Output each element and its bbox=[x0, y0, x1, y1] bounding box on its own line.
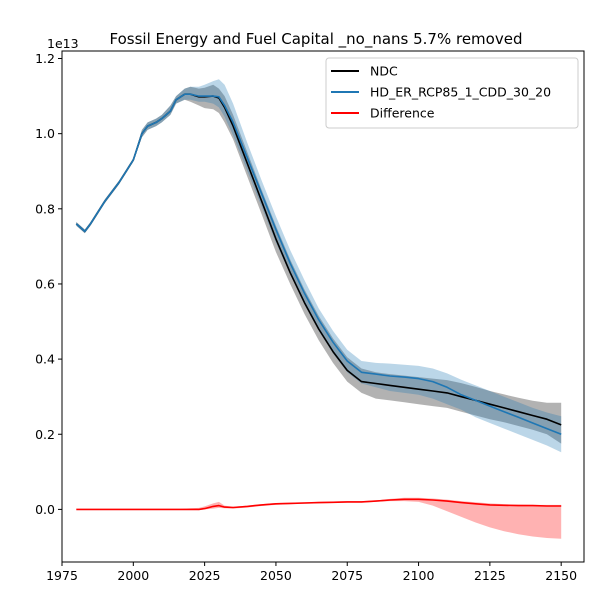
legend: NDC HD_ER_RCP85_1_CDD_30_20 Difference bbox=[325, 57, 579, 129]
y-tick-label: 0.4 bbox=[35, 352, 55, 367]
x-axis: 1975 2000 2025 2050 2075 2100 2125 2150 bbox=[46, 562, 577, 583]
x-tick-label: 2150 bbox=[545, 568, 577, 583]
legend-label: Difference bbox=[370, 106, 435, 121]
x-tick-label: 2025 bbox=[189, 568, 221, 583]
line-difference bbox=[76, 498, 562, 511]
x-tick-label: 2050 bbox=[260, 568, 292, 583]
y-tick-label: 0.6 bbox=[35, 276, 55, 291]
y-tick-label: 0.8 bbox=[35, 201, 55, 216]
y-tick-label: 1.0 bbox=[35, 126, 55, 141]
series-lines bbox=[75, 93, 562, 511]
legend-box bbox=[325, 57, 579, 129]
x-tick-label: 2125 bbox=[474, 568, 506, 583]
band-ndc bbox=[76, 84, 562, 444]
y-offset-text: 1e13 bbox=[47, 36, 79, 51]
y-tick-label: 0.0 bbox=[35, 502, 55, 517]
chart-title: Fossil Energy and Fuel Capital _no_nans … bbox=[110, 30, 523, 49]
legend-label: HD_ER_RCP85_1_CDD_30_20 bbox=[370, 85, 551, 100]
y-tick-label: 1.2 bbox=[35, 51, 55, 66]
x-tick-label: 1975 bbox=[46, 568, 78, 583]
line-hd-er-rcp85-1-cdd-30-20 bbox=[75, 93, 562, 436]
y-axis: 0.0 0.2 0.4 0.6 0.8 1.0 1.2 bbox=[35, 51, 62, 517]
y-tick-label: 0.2 bbox=[35, 427, 55, 442]
x-tick-label: 2000 bbox=[117, 568, 149, 583]
legend-label: NDC bbox=[370, 64, 398, 79]
x-tick-label: 2075 bbox=[331, 568, 363, 583]
x-tick-label: 2100 bbox=[403, 568, 435, 583]
axes-frame bbox=[61, 50, 585, 563]
band-difference bbox=[76, 497, 562, 539]
